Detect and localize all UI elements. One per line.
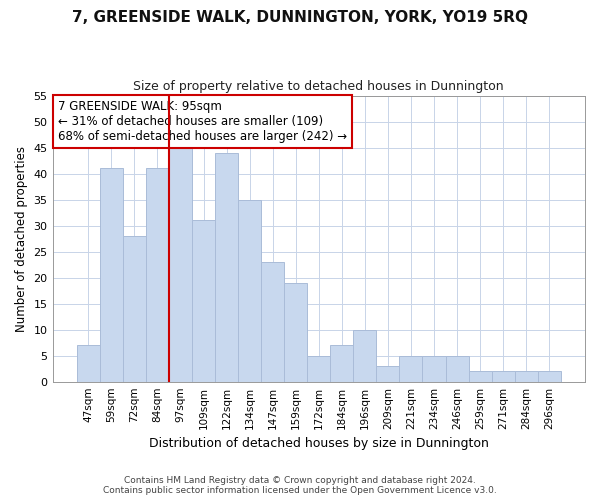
Text: 7 GREENSIDE WALK: 95sqm
← 31% of detached houses are smaller (109)
68% of semi-d: 7 GREENSIDE WALK: 95sqm ← 31% of detache… <box>58 100 347 143</box>
Text: Contains HM Land Registry data © Crown copyright and database right 2024.
Contai: Contains HM Land Registry data © Crown c… <box>103 476 497 495</box>
Bar <box>238 200 261 382</box>
Y-axis label: Number of detached properties: Number of detached properties <box>15 146 28 332</box>
Bar <box>469 372 491 382</box>
Bar <box>77 346 100 382</box>
Bar <box>330 346 353 382</box>
Bar <box>376 366 400 382</box>
Bar <box>307 356 330 382</box>
Bar <box>100 168 123 382</box>
Bar <box>215 153 238 382</box>
Bar <box>261 262 284 382</box>
Bar <box>169 148 192 382</box>
Bar <box>353 330 376 382</box>
Title: Size of property relative to detached houses in Dunnington: Size of property relative to detached ho… <box>133 80 504 93</box>
Bar <box>400 356 422 382</box>
Bar <box>284 283 307 382</box>
X-axis label: Distribution of detached houses by size in Dunnington: Distribution of detached houses by size … <box>149 437 489 450</box>
Bar <box>192 220 215 382</box>
Bar <box>538 372 561 382</box>
Bar <box>146 168 169 382</box>
Bar <box>123 236 146 382</box>
Bar <box>422 356 446 382</box>
Bar <box>491 372 515 382</box>
Bar <box>446 356 469 382</box>
Text: 7, GREENSIDE WALK, DUNNINGTON, YORK, YO19 5RQ: 7, GREENSIDE WALK, DUNNINGTON, YORK, YO1… <box>72 10 528 25</box>
Bar <box>515 372 538 382</box>
